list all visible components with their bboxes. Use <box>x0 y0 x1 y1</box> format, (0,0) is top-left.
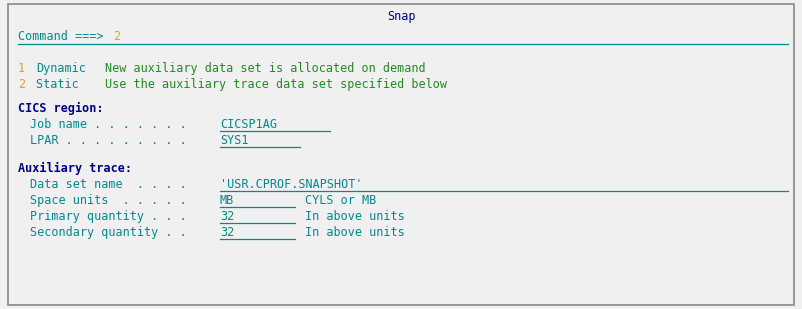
Text: Dynamic: Dynamic <box>36 62 86 75</box>
Text: 2: 2 <box>113 30 120 43</box>
Text: Auxiliary trace:: Auxiliary trace: <box>18 162 132 175</box>
Text: 2: 2 <box>18 78 25 91</box>
Text: New auxiliary data set is allocated on demand: New auxiliary data set is allocated on d… <box>105 62 426 75</box>
Text: MB: MB <box>220 194 234 207</box>
Text: Primary quantity . . .: Primary quantity . . . <box>30 210 187 223</box>
Text: Secondary quantity . .: Secondary quantity . . <box>30 226 187 239</box>
Text: CICS region:: CICS region: <box>18 102 103 115</box>
Text: 1: 1 <box>18 62 25 75</box>
Text: Static: Static <box>36 78 86 91</box>
Text: LPAR . . . . . . . . .: LPAR . . . . . . . . . <box>30 134 187 147</box>
Text: 'USR.CPROF.SNAPSHOT': 'USR.CPROF.SNAPSHOT' <box>220 178 363 191</box>
Text: In above units: In above units <box>305 226 405 239</box>
Text: Snap: Snap <box>387 10 415 23</box>
Text: CYLS or MB: CYLS or MB <box>305 194 376 207</box>
Text: 32: 32 <box>220 210 234 223</box>
Text: SYS1: SYS1 <box>220 134 249 147</box>
Text: Data set name  . . . .: Data set name . . . . <box>30 178 187 191</box>
Text: In above units: In above units <box>305 210 405 223</box>
Text: CICSP1AG: CICSP1AG <box>220 118 277 131</box>
Text: Job name . . . . . . .: Job name . . . . . . . <box>30 118 187 131</box>
Text: Space units  . . . . .: Space units . . . . . <box>30 194 187 207</box>
Text: 32: 32 <box>220 226 234 239</box>
Text: Command ===>: Command ===> <box>18 30 111 43</box>
Text: Use the auxiliary trace data set specified below: Use the auxiliary trace data set specifi… <box>105 78 447 91</box>
FancyBboxPatch shape <box>8 4 794 305</box>
